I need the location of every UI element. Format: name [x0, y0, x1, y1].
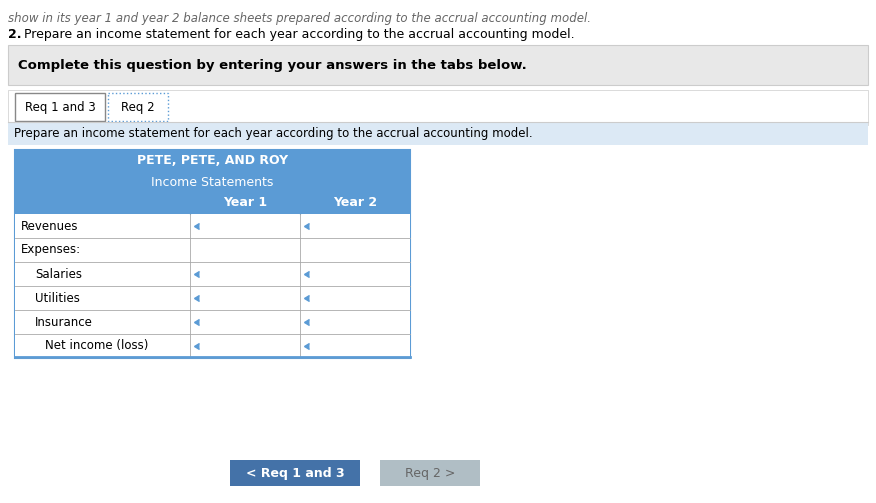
Text: Complete this question by entering your answers in the tabs below.: Complete this question by entering your …: [18, 58, 526, 71]
Text: Prepare an income statement for each year according to the accrual accounting mo: Prepare an income statement for each yea…: [14, 127, 533, 140]
Text: PETE, PETE, AND ROY: PETE, PETE, AND ROY: [137, 154, 288, 167]
Text: Net income (loss): Net income (loss): [45, 340, 148, 353]
FancyBboxPatch shape: [8, 90, 868, 125]
Text: Year 2: Year 2: [333, 197, 377, 210]
FancyBboxPatch shape: [15, 310, 410, 334]
Text: show in its year 1 and year 2 balance sheets prepared according to the accrual a: show in its year 1 and year 2 balance sh…: [8, 12, 591, 25]
Text: Prepare an income statement for each year according to the accrual accounting mo: Prepare an income statement for each yea…: [20, 28, 575, 41]
FancyBboxPatch shape: [15, 238, 410, 262]
FancyBboxPatch shape: [15, 93, 105, 121]
Text: Req 2: Req 2: [121, 101, 155, 114]
FancyBboxPatch shape: [15, 334, 410, 358]
FancyBboxPatch shape: [15, 172, 410, 192]
Text: Req 2 >: Req 2 >: [405, 466, 456, 479]
Text: Req 1 and 3: Req 1 and 3: [25, 101, 95, 114]
Text: 2.: 2.: [8, 28, 22, 41]
FancyBboxPatch shape: [108, 93, 168, 121]
FancyBboxPatch shape: [8, 45, 868, 85]
FancyBboxPatch shape: [15, 262, 410, 286]
FancyBboxPatch shape: [230, 460, 360, 486]
Text: Revenues: Revenues: [21, 219, 79, 232]
Text: Year 1: Year 1: [223, 197, 267, 210]
FancyBboxPatch shape: [15, 214, 410, 238]
Text: < Req 1 and 3: < Req 1 and 3: [245, 466, 344, 479]
FancyBboxPatch shape: [15, 150, 410, 172]
Text: Utilities: Utilities: [35, 292, 80, 304]
FancyBboxPatch shape: [15, 286, 410, 310]
Text: Expenses:: Expenses:: [21, 243, 81, 257]
Text: Insurance: Insurance: [35, 315, 93, 328]
Text: Income Statements: Income Statements: [152, 176, 273, 189]
FancyBboxPatch shape: [380, 460, 480, 486]
FancyBboxPatch shape: [8, 123, 868, 145]
FancyBboxPatch shape: [15, 192, 410, 214]
Text: Salaries: Salaries: [35, 268, 82, 281]
